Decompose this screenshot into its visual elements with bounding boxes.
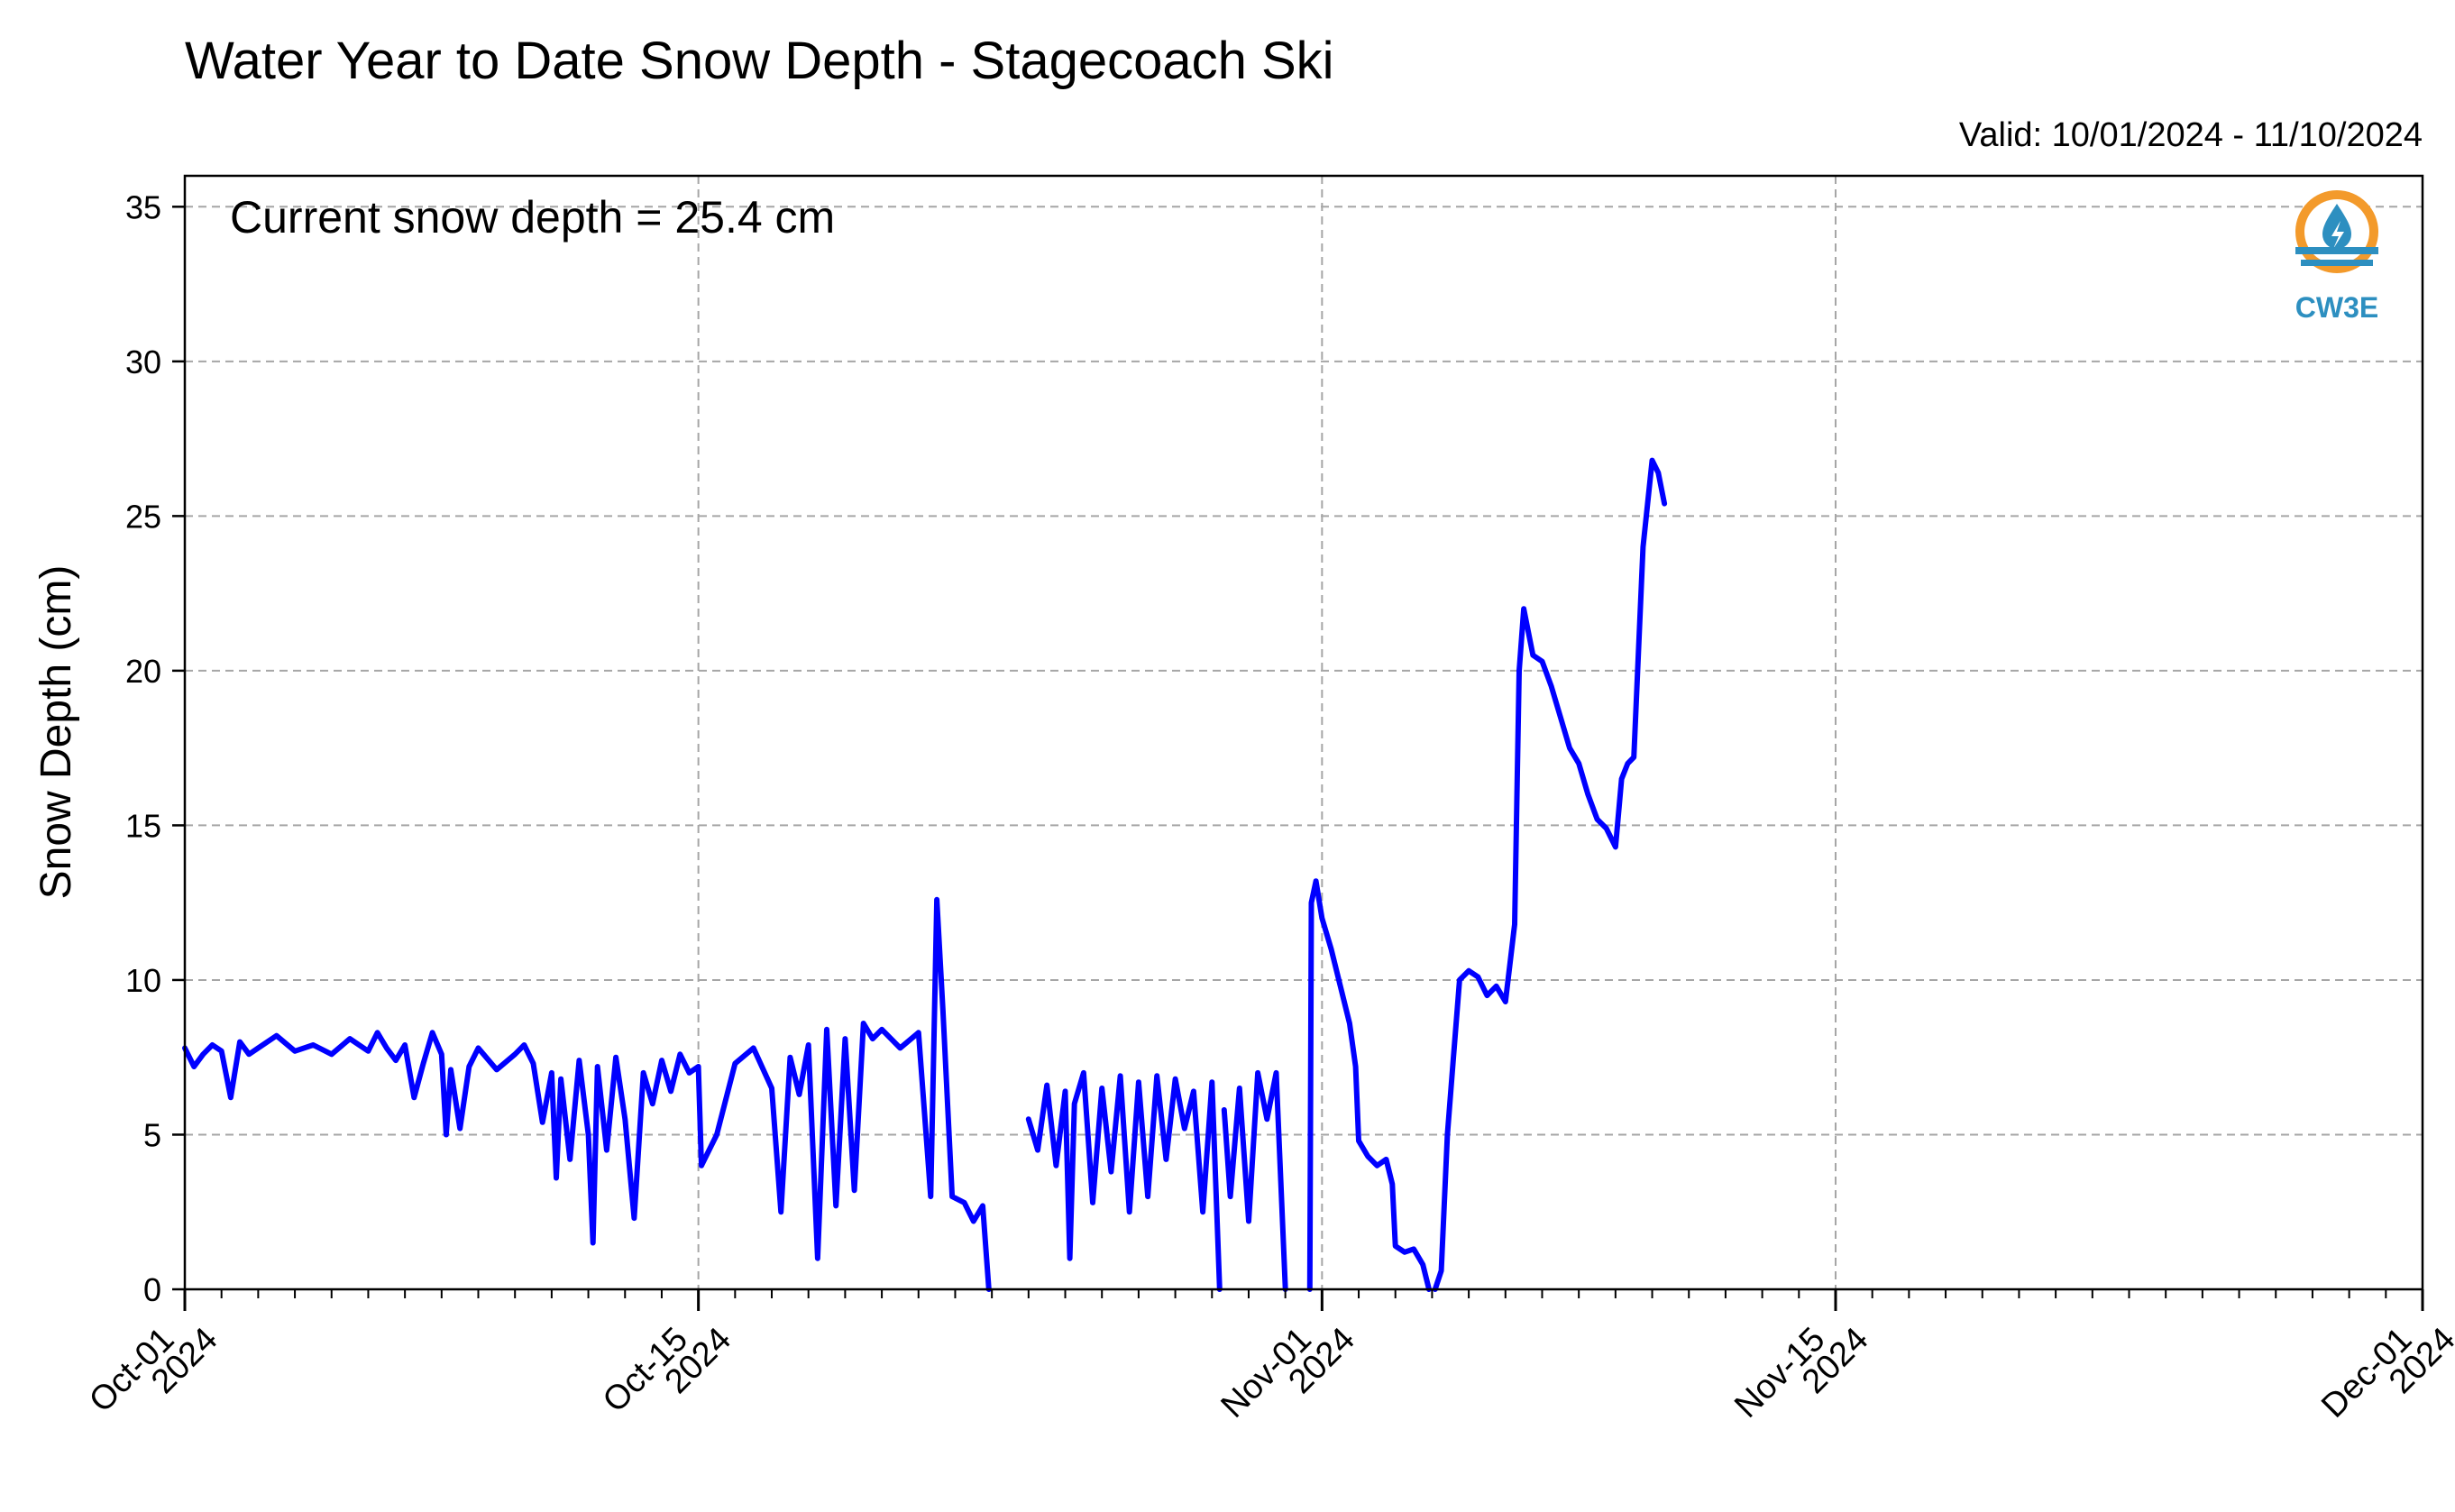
- logo-wave-1: [2295, 247, 2378, 254]
- y-tick-label: 0: [143, 1271, 161, 1308]
- current-depth-annotation: Current snow depth = 25.4 cm: [230, 192, 835, 243]
- water-drop-icon: [2322, 204, 2351, 249]
- axis-ticks: [172, 206, 2424, 1311]
- logo-wave-2: [2301, 260, 2373, 266]
- snow-depth-line-segment: [1432, 457, 1668, 1292]
- y-tick-label: 35: [125, 188, 161, 225]
- snow-depth-line-segment: [1025, 1069, 1223, 1292]
- y-axis-label: Snow Depth (cm): [32, 565, 80, 900]
- y-tick-label: 30: [125, 344, 161, 380]
- y-tick-label: 20: [125, 653, 161, 690]
- y-tick-label: 25: [125, 498, 161, 535]
- lightning-icon: [2331, 221, 2344, 249]
- snow-depth-line-segment: [182, 896, 992, 1292]
- snow-depth-line-segment: [1221, 1069, 1288, 1292]
- y-tick-label: 15: [125, 807, 161, 844]
- cw3e-logo: CW3E: [2295, 190, 2378, 324]
- series-snow-depth: [182, 457, 1668, 1292]
- valid-range-label: Valid: 10/01/2024 - 11/10/2024: [1959, 116, 2423, 154]
- plot-area-frame: [183, 174, 2424, 1291]
- grid-lines: [185, 176, 2423, 1289]
- logo-text: CW3E: [2295, 291, 2378, 324]
- y-tick-label: 10: [125, 962, 161, 999]
- y-tick-label: 5: [143, 1116, 161, 1153]
- y-tick-labels: 0 5 10 15 20 25 30 35: [125, 188, 161, 1308]
- chart-title: Water Year to Date Snow Depth - Stagecoa…: [185, 32, 1334, 90]
- snow-depth-line-segment: [1306, 878, 1432, 1292]
